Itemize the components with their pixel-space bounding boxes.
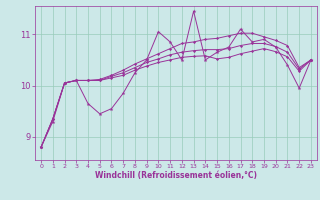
X-axis label: Windchill (Refroidissement éolien,°C): Windchill (Refroidissement éolien,°C) xyxy=(95,171,257,180)
